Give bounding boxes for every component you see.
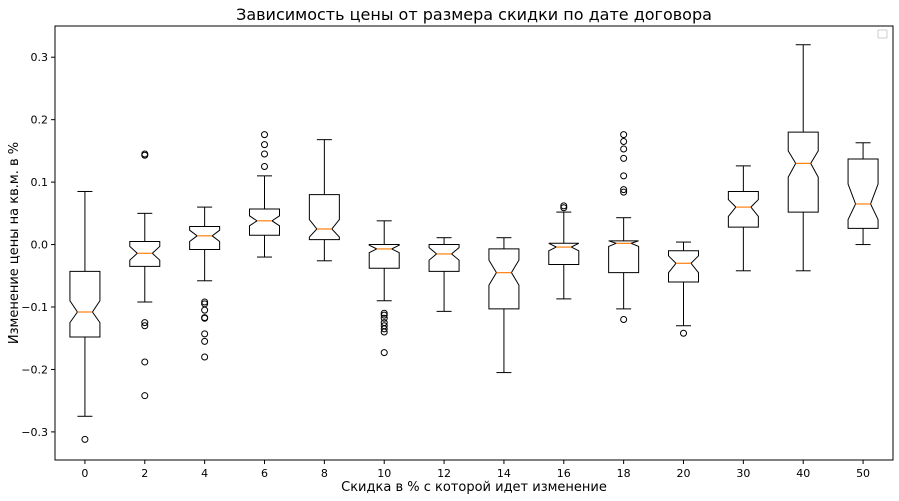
box-body [308,194,340,241]
box-body [668,250,699,283]
outlier-point [680,329,687,337]
outlier-point [380,311,388,319]
outlier-point [620,138,628,146]
outlier-point [620,172,628,180]
box-4 [189,206,221,361]
outlier-point [261,131,268,139]
outlier-point [560,202,568,210]
outlier-point [141,392,149,400]
x-tick-label: 40 [796,467,810,480]
box-14 [488,237,520,374]
box-body [548,242,580,266]
outlier-point [620,131,628,139]
plot-area [54,25,894,461]
outlier-point [201,330,209,338]
boxes-layer [69,44,879,443]
y-tick-label: −0.3 [21,426,48,439]
x-axis-title: Скидка в % с которой идет изменение [341,480,607,495]
box-body [727,190,759,228]
box-10 [368,220,400,357]
x-tick-label: 2 [141,467,148,480]
outlier-point [380,325,388,333]
y-tick-label: 0.3 [31,51,49,64]
box-body [787,131,819,213]
box-body [368,244,400,269]
x-tick-label: 14 [497,467,511,480]
x-tick-label: 20 [677,467,691,480]
outlier-point [81,435,89,443]
x-tick-label: 12 [437,467,451,480]
box-body [189,225,221,251]
y-tick-label: 0.2 [31,114,49,127]
box-2 [129,150,161,400]
outlier-point [380,309,388,317]
outlier-point [620,315,628,323]
box-16 [548,202,580,300]
box-18 [608,131,640,323]
x-tick-label: 8 [321,467,328,480]
outlier-point [380,328,388,336]
x-tick-label: 0 [81,467,88,480]
x-tick-label: 30 [736,467,750,480]
x-tick-label: 6 [261,467,268,480]
x-tick-label: 4 [201,467,208,480]
box-body [428,244,460,272]
x-tick-label: 50 [856,467,870,480]
box-body [608,240,640,274]
outlier-point [380,314,388,322]
y-axis: −0.3 −0.2 −0.1 0.0 0.1 0.2 0.3 [21,51,55,439]
box-6 [249,131,280,258]
y-tick-label: −0.1 [21,301,48,314]
box-40 [787,44,819,272]
box-20 [668,241,699,337]
outlier-point [620,145,628,153]
x-tick-label: 16 [557,467,571,480]
box-30 [727,165,759,272]
outlier-point [380,349,388,357]
outlier-point [261,141,268,149]
outlier-point [201,337,209,345]
box-12 [428,237,460,312]
outlier-point [201,298,209,306]
box-0 [69,190,101,443]
outlier-point [141,358,149,366]
outlier-point [261,163,268,171]
outlier-point [141,319,149,327]
box-body [847,158,879,229]
outlier-point [201,353,209,361]
outlier-point [141,322,149,330]
y-tick-label: 0.1 [31,176,49,189]
y-tick-label: 0.0 [31,239,49,252]
legend-box [877,29,888,39]
box-body [69,270,101,338]
chart-title: Зависимость цены от размера скидки по да… [236,5,712,24]
box-body [129,240,161,267]
outlier-point [560,204,568,212]
outlier-point [141,150,149,158]
outlier-point [201,314,209,322]
outlier-point [620,186,628,194]
box-50 [847,142,879,246]
y-tick-label: −0.2 [21,363,48,376]
outlier-point [261,150,268,158]
x-tick-label: 10 [377,467,391,480]
x-tick-label: 18 [617,467,631,480]
box-body [249,208,280,236]
outlier-point [201,306,209,314]
outlier-point [620,154,628,162]
box-8 [308,139,340,262]
x-axis: 0 2 4 6 8 10 12 14 16 18 20 30 40 50 [81,460,870,480]
box-body [488,248,520,310]
outlier-point [620,188,628,196]
y-axis-title: Изменение цены на кв.м. в % [7,142,22,344]
